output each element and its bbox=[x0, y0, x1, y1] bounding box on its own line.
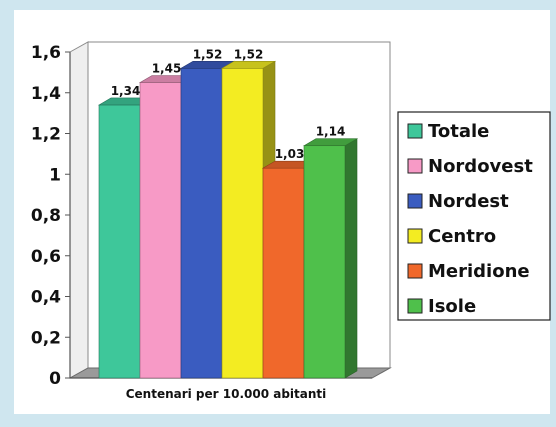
legend-swatch bbox=[407, 158, 423, 174]
bar-isole bbox=[302, 138, 359, 379]
legend-swatch bbox=[407, 123, 423, 139]
legend-item: Totale bbox=[407, 121, 489, 142]
data-label: 1,52 bbox=[193, 47, 223, 61]
legend-box bbox=[397, 111, 551, 321]
bar-front bbox=[262, 167, 305, 379]
x-axis-label: Centenari per 10.000 abitanti bbox=[126, 387, 327, 401]
legend-swatch bbox=[407, 298, 423, 314]
legend-item: Nordest bbox=[407, 191, 509, 212]
legend-label: Nordest bbox=[428, 191, 509, 212]
data-label: 1,14 bbox=[316, 125, 346, 139]
data-label: 1,34 bbox=[111, 84, 141, 98]
bar-front bbox=[303, 145, 346, 379]
legend-item: Isole bbox=[407, 296, 476, 317]
legend-swatch bbox=[407, 193, 423, 209]
y-axis-ticks: 0 0,2 0,4 0,6 0,8 1 1,2 1,4 1,6 bbox=[31, 43, 70, 389]
legend-label: Totale bbox=[428, 121, 489, 142]
y-tick-label: 0,2 bbox=[31, 328, 61, 348]
y-tick-label: 0,4 bbox=[31, 288, 61, 308]
data-labels: 1,34 1,45 1,52 1,52 1,03 1,14 bbox=[111, 47, 346, 161]
bars bbox=[97, 60, 359, 379]
legend-label: Meridione bbox=[428, 261, 530, 282]
legend-item: Meridione bbox=[407, 261, 530, 282]
legend-label: Nordovest bbox=[428, 156, 533, 177]
y-tick-label: 0 bbox=[49, 369, 61, 389]
legend-item: Centro bbox=[407, 226, 496, 247]
bar-top bbox=[302, 138, 359, 147]
bar-top bbox=[220, 60, 277, 69]
bar-front bbox=[98, 104, 141, 379]
y-tick-label: 1 bbox=[49, 165, 61, 185]
data-label: 1,45 bbox=[152, 62, 182, 76]
bar-front bbox=[139, 82, 182, 379]
y-tick-label: 1,2 bbox=[31, 125, 61, 145]
side-wall bbox=[69, 41, 89, 379]
y-tick-label: 0,6 bbox=[31, 247, 61, 267]
legend-item: Nordovest bbox=[407, 156, 533, 177]
bar-side bbox=[344, 138, 358, 379]
y-tick-label: 0,8 bbox=[31, 206, 61, 226]
data-label: 1,03 bbox=[275, 147, 305, 161]
bar-front bbox=[221, 68, 264, 379]
y-tick-label: 1,4 bbox=[31, 84, 61, 104]
y-tick-label: 1,6 bbox=[31, 43, 61, 63]
legend: Totale Nordovest Nordest Centro Meridione Iso… bbox=[407, 121, 533, 317]
legend-swatch bbox=[407, 263, 423, 279]
legend-label: Centro bbox=[428, 226, 496, 247]
legend-swatch bbox=[407, 228, 423, 244]
bar-front bbox=[180, 68, 223, 379]
data-label: 1,52 bbox=[234, 47, 264, 61]
legend-label: Isole bbox=[428, 296, 476, 317]
